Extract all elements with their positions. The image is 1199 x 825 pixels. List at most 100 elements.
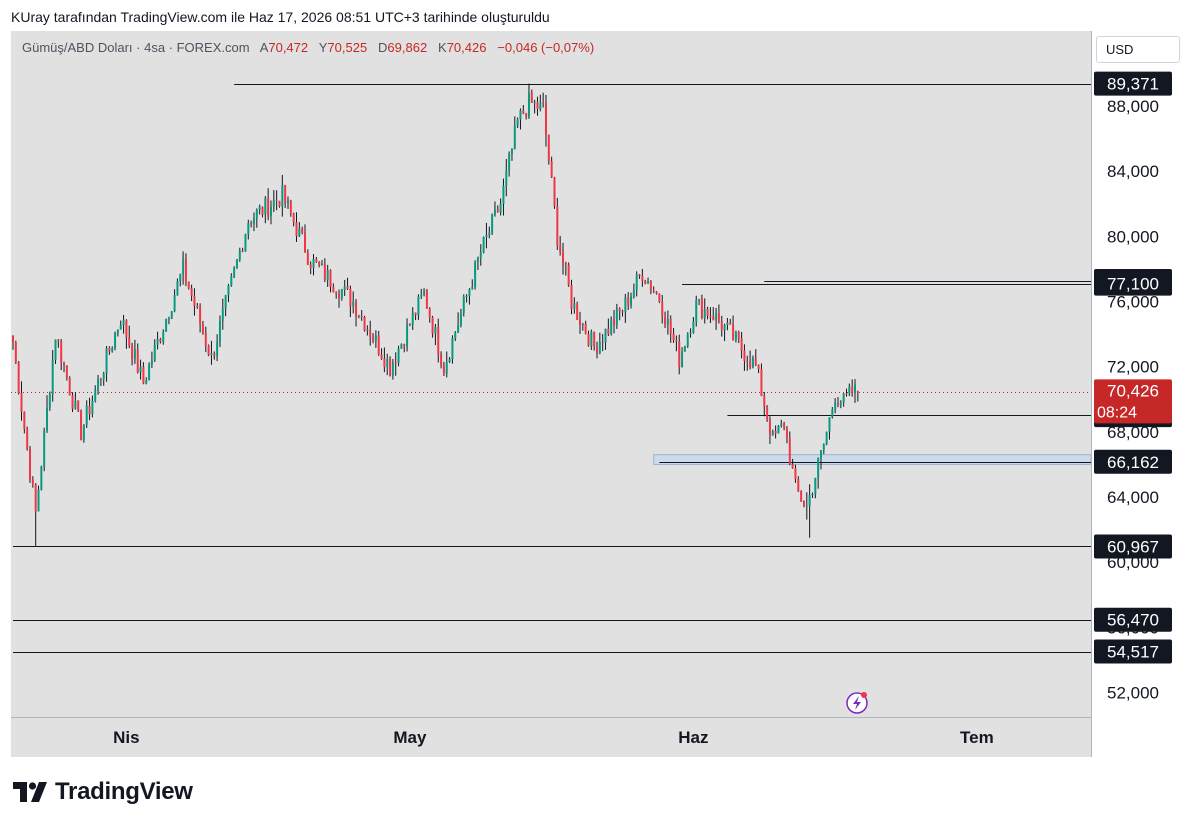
- candle[interactable]: [108, 346, 111, 355]
- candle[interactable]: [218, 315, 221, 348]
- candle[interactable]: [255, 208, 258, 228]
- candle[interactable]: [349, 285, 352, 318]
- candle[interactable]: [848, 383, 851, 396]
- candle[interactable]: [791, 458, 794, 469]
- candle[interactable]: [68, 376, 71, 396]
- candle[interactable]: [292, 212, 295, 227]
- candle[interactable]: [380, 348, 383, 360]
- candle[interactable]: [269, 200, 272, 225]
- candle[interactable]: [386, 353, 389, 376]
- candle[interactable]: [318, 261, 321, 268]
- candle[interactable]: [822, 443, 825, 455]
- candle[interactable]: [856, 390, 859, 402]
- candle[interactable]: [831, 406, 834, 419]
- candle[interactable]: [751, 355, 754, 369]
- candle[interactable]: [357, 314, 360, 319]
- candle[interactable]: [734, 330, 737, 343]
- candle[interactable]: [77, 400, 80, 413]
- candle[interactable]: [771, 429, 774, 436]
- candle[interactable]: [672, 327, 675, 343]
- candle[interactable]: [179, 273, 182, 287]
- candle[interactable]: [54, 339, 57, 364]
- candle[interactable]: [715, 307, 718, 330]
- candle[interactable]: [233, 266, 236, 279]
- candle[interactable]: [783, 421, 786, 431]
- candle[interactable]: [355, 299, 358, 327]
- candle[interactable]: [423, 288, 426, 297]
- candle[interactable]: [842, 393, 845, 407]
- support-zone[interactable]: [653, 454, 1092, 465]
- candle[interactable]: [343, 279, 346, 296]
- candle[interactable]: [326, 264, 329, 287]
- candle[interactable]: [703, 298, 706, 324]
- candle[interactable]: [346, 277, 349, 290]
- candle[interactable]: [105, 345, 108, 382]
- level-price-label[interactable]: [1094, 639, 1172, 664]
- candle[interactable]: [150, 351, 153, 369]
- candle[interactable]: [309, 261, 312, 275]
- candle[interactable]: [133, 339, 136, 364]
- candle[interactable]: [363, 315, 366, 332]
- candle[interactable]: [686, 332, 689, 348]
- candle[interactable]: [763, 391, 766, 417]
- candle[interactable]: [474, 260, 477, 290]
- candle[interactable]: [221, 298, 224, 330]
- candle[interactable]: [743, 344, 746, 371]
- candle[interactable]: [601, 334, 604, 352]
- candle[interactable]: [451, 335, 454, 364]
- candle[interactable]: [408, 323, 411, 327]
- candle[interactable]: [57, 339, 60, 348]
- candle[interactable]: [142, 362, 145, 385]
- candle[interactable]: [184, 253, 187, 287]
- candle[interactable]: [584, 320, 587, 335]
- candle[interactable]: [683, 345, 686, 352]
- candle[interactable]: [814, 477, 817, 499]
- candle[interactable]: [630, 292, 633, 309]
- candle[interactable]: [374, 330, 377, 348]
- candle[interactable]: [564, 261, 567, 276]
- candle[interactable]: [465, 294, 468, 303]
- candle[interactable]: [119, 320, 122, 330]
- candle[interactable]: [780, 419, 783, 428]
- candle[interactable]: [63, 361, 66, 373]
- candle[interactable]: [635, 271, 638, 297]
- candle[interactable]: [289, 199, 292, 217]
- candle[interactable]: [128, 325, 131, 349]
- candle[interactable]: [695, 295, 698, 327]
- candle[interactable]: [125, 319, 128, 349]
- candle[interactable]: [766, 405, 769, 422]
- candle[interactable]: [811, 492, 814, 498]
- candle[interactable]: [136, 343, 139, 374]
- candle[interactable]: [808, 484, 811, 538]
- candle[interactable]: [29, 445, 32, 483]
- candle[interactable]: [834, 398, 837, 414]
- candle[interactable]: [709, 307, 712, 324]
- candle[interactable]: [627, 292, 630, 310]
- candle[interactable]: [417, 294, 420, 320]
- candle[interactable]: [170, 310, 173, 320]
- candle[interactable]: [321, 260, 324, 266]
- candle[interactable]: [173, 289, 176, 313]
- candle[interactable]: [479, 244, 482, 266]
- candle[interactable]: [102, 371, 105, 386]
- candle[interactable]: [717, 304, 720, 324]
- candle[interactable]: [499, 198, 502, 216]
- candle[interactable]: [272, 190, 275, 213]
- candle[interactable]: [159, 337, 162, 344]
- candle[interactable]: [845, 388, 848, 397]
- time-axis[interactable]: [11, 717, 1091, 757]
- candle[interactable]: [406, 318, 409, 352]
- candle[interactable]: [641, 268, 644, 287]
- candle[interactable]: [468, 288, 471, 305]
- candle[interactable]: [74, 392, 77, 410]
- candle[interactable]: [131, 342, 134, 366]
- candle[interactable]: [678, 334, 681, 375]
- candle[interactable]: [428, 307, 431, 323]
- candle[interactable]: [488, 226, 491, 239]
- candle[interactable]: [655, 291, 658, 295]
- candle[interactable]: [737, 330, 740, 344]
- candle[interactable]: [88, 397, 91, 421]
- candle[interactable]: [440, 351, 443, 369]
- candle[interactable]: [496, 205, 499, 213]
- plot-area[interactable]: [11, 31, 1091, 717]
